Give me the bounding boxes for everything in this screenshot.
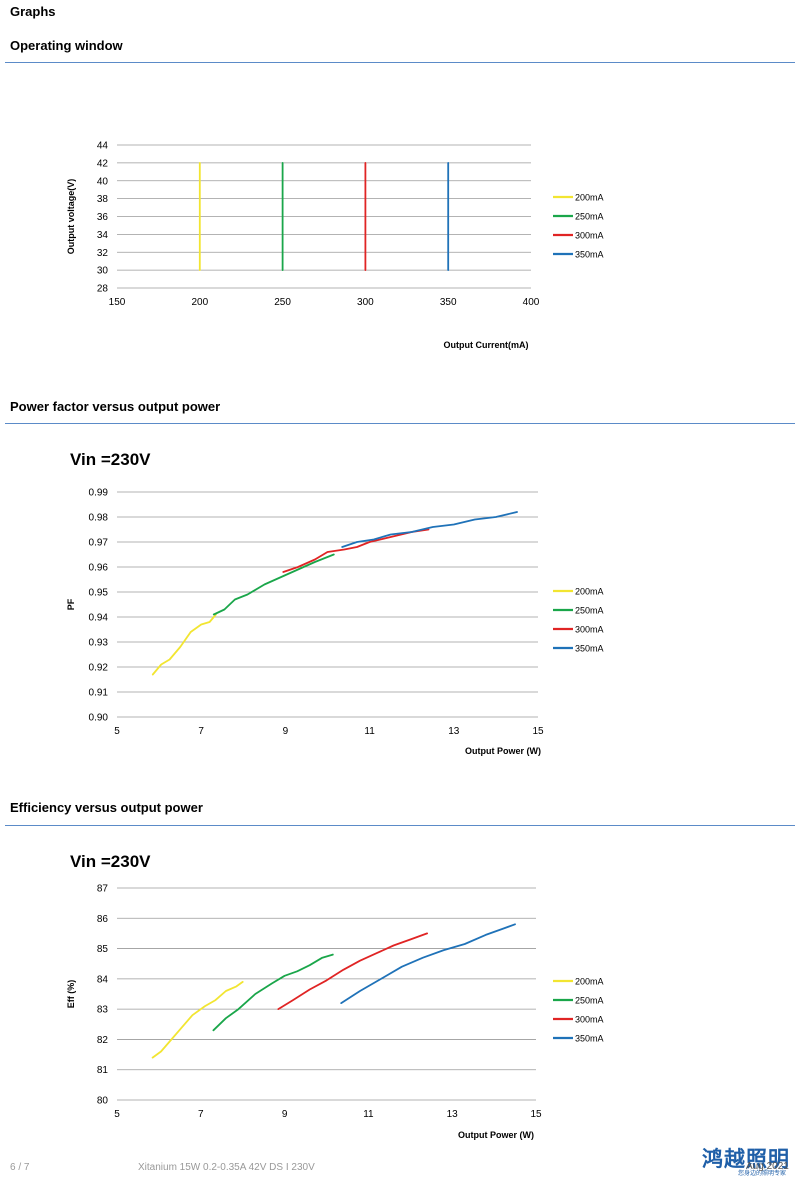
- chart-title: Vin =230V: [70, 450, 151, 469]
- x-tick-label: 400: [523, 297, 540, 308]
- legend-label: 300mA: [575, 231, 604, 241]
- y-tick-label: 0.98: [89, 513, 109, 524]
- y-tick-label: 81: [97, 1065, 109, 1076]
- page-heading: Graphs: [10, 4, 56, 19]
- legend-label: 200mA: [575, 193, 604, 203]
- x-tick-label: 250: [274, 297, 291, 308]
- section-title-operating-window: Operating window: [10, 38, 123, 53]
- legend-label: 200mA: [575, 587, 604, 597]
- x-tick-label: 5: [114, 726, 120, 737]
- power-factor-chart: Vin =230V 0.90 0.91 0.92 0.93 0.94 0.95 0.96 0.9…: [66, 450, 604, 756]
- legend-label: 250mA: [575, 212, 604, 222]
- y-tick-label: 86: [97, 914, 109, 925]
- x-tick-label: 200: [191, 297, 208, 308]
- x-tick-label: 350: [440, 297, 457, 308]
- series-line-250mA: [212, 953, 334, 1032]
- x-axis-title: Output Power (W): [458, 1130, 534, 1140]
- efficiency-chart: Vin =230V 80 81 82 83 84 85 86 87 5 7 9 11 13 15 Eff (%…: [66, 852, 604, 1140]
- legend-label: 350mA: [575, 644, 604, 654]
- footer-document-title: Xitanium 15W 0.2-0.35A 42V DS I 230V: [138, 1162, 315, 1173]
- series-line-350mA: [340, 923, 516, 1005]
- operating-window-chart: 28 30 32 34 36 38 40 42 44 150 200 250 300 350 400 Outp…: [66, 141, 604, 351]
- footer-date: Aug 2021: [746, 1161, 789, 1172]
- section-divider: [5, 423, 795, 424]
- y-tick-label: 0.97: [89, 538, 109, 549]
- series-line-300mA: [277, 932, 429, 1011]
- y-axis-title: Eff (%): [66, 980, 76, 1009]
- y-tick-label: 36: [97, 212, 109, 223]
- series-line-350mA: [341, 511, 518, 548]
- footer-page-number: 6 / 7: [10, 1162, 30, 1173]
- y-tick-label: 0.90: [89, 713, 109, 724]
- y-tick-label: 87: [97, 884, 109, 895]
- legend-label: 200mA: [575, 977, 604, 987]
- x-tick-label: 150: [109, 297, 126, 308]
- y-tick-label: 40: [97, 176, 109, 187]
- section-divider: [5, 825, 795, 826]
- x-tick-label: 5: [114, 1109, 120, 1120]
- x-tick-label: 7: [198, 726, 204, 737]
- y-axis-title: Output voltage(V): [66, 179, 76, 255]
- y-tick-label: 34: [97, 230, 109, 241]
- y-tick-label: 44: [97, 141, 109, 152]
- x-tick-label: 15: [532, 726, 544, 737]
- x-tick-label: 13: [448, 726, 460, 737]
- x-tick-label: 9: [283, 726, 289, 737]
- section-title-efficiency: Efficiency versus output power: [10, 800, 203, 815]
- x-axis-title: Output Current(mA): [444, 340, 529, 350]
- series-line-250mA: [212, 553, 335, 616]
- y-tick-label: 28: [97, 284, 109, 295]
- x-tick-label: 300: [357, 297, 374, 308]
- x-tick-label: 9: [282, 1109, 288, 1120]
- y-tick-label: 83: [97, 1005, 109, 1016]
- y-tick-label: 0.93: [89, 638, 109, 649]
- y-tick-label: 0.91: [89, 688, 109, 699]
- y-tick-label: 30: [97, 266, 109, 277]
- legend-label: 350mA: [575, 1034, 604, 1044]
- section-title-power-factor: Power factor versus output power: [10, 399, 221, 414]
- x-tick-label: 7: [198, 1109, 204, 1120]
- y-tick-label: 0.96: [89, 563, 109, 574]
- legend-label: 300mA: [575, 625, 604, 635]
- y-axis-title: PF: [66, 598, 76, 610]
- legend-label: 350mA: [575, 250, 604, 260]
- x-tick-label: 13: [447, 1109, 459, 1120]
- y-tick-label: 85: [97, 944, 109, 955]
- y-tick-label: 82: [97, 1035, 109, 1046]
- x-tick-label: 11: [364, 726, 375, 737]
- y-tick-label: 42: [97, 158, 109, 169]
- legend-label: 250mA: [575, 996, 604, 1006]
- y-tick-label: 0.92: [89, 663, 109, 674]
- y-tick-label: 32: [97, 248, 109, 259]
- series-line-200mA: [151, 613, 217, 676]
- y-tick-label: 38: [97, 194, 109, 205]
- x-axis-title: Output Power (W): [465, 746, 541, 756]
- series-line-200mA: [151, 980, 244, 1059]
- legend-label: 250mA: [575, 606, 604, 616]
- chart-title: Vin =230V: [70, 852, 151, 871]
- legend-label: 300mA: [575, 1015, 604, 1025]
- y-tick-label: 84: [97, 974, 109, 985]
- brand-tagline: 您身边的照明专家: [738, 1170, 787, 1177]
- y-tick-label: 0.95: [89, 588, 109, 599]
- y-tick-label: 80: [97, 1096, 109, 1107]
- x-tick-label: 15: [530, 1109, 542, 1120]
- y-tick-label: 0.94: [89, 613, 109, 624]
- section-divider: [5, 62, 795, 63]
- x-tick-label: 11: [363, 1109, 374, 1120]
- series-line-300mA: [282, 528, 430, 573]
- y-tick-label: 0.99: [89, 488, 109, 499]
- brand-logo: 鸿越照明: [702, 1147, 790, 1171]
